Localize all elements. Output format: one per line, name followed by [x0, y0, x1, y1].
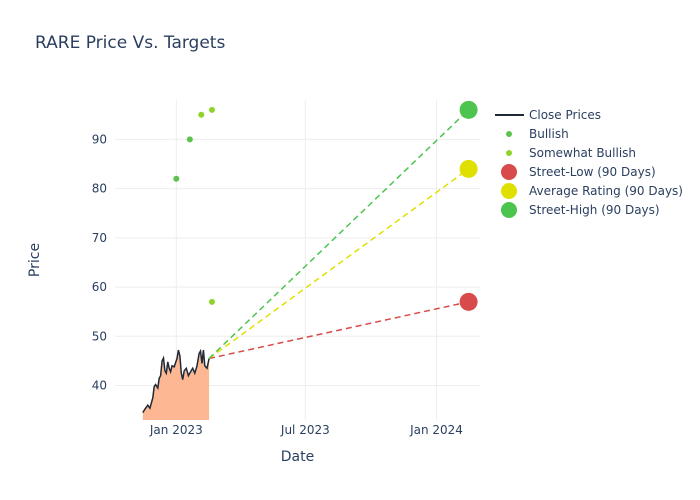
legend-label: Somewhat Bullish	[529, 146, 636, 160]
legend-label: Street-High (90 Days)	[529, 203, 660, 217]
plot-area[interactable]	[142, 100, 478, 420]
x-axis: Jan 2023 Jul 2023 Jan 2024	[149, 423, 463, 437]
y-tick-label: 90	[92, 132, 107, 146]
close-price-line[interactable]	[142, 348, 210, 413]
x-tick-label: Jan 2024	[409, 423, 463, 437]
x-tick-label: Jul 2023	[280, 423, 330, 437]
y-axis-title: Price	[27, 243, 43, 277]
legend-item: Street-High (90 Days)	[501, 202, 660, 218]
rating-marker[interactable]	[173, 175, 180, 182]
legend-dot-swatch	[506, 150, 512, 156]
legend-circle-swatch	[501, 164, 517, 180]
legend-dot-swatch	[506, 131, 512, 137]
close-price-area	[142, 350, 210, 420]
legend-item: Bullish	[506, 127, 569, 141]
y-tick-label: 50	[92, 329, 107, 343]
legend-label: Average Rating (90 Days)	[529, 184, 683, 198]
y-tick-label: 70	[92, 231, 107, 245]
legend-label: Street-Low (90 Days)	[529, 165, 656, 179]
y-tick-label: 80	[92, 182, 107, 196]
x-axis-title: Date	[281, 449, 314, 465]
y-tick-label: 40	[92, 379, 107, 393]
rating-marker[interactable]	[208, 106, 215, 113]
rating-marker[interactable]	[186, 136, 193, 143]
chart-title: RARE Price Vs. Targets	[35, 33, 226, 53]
legend-item: Average Rating (90 Days)	[501, 183, 683, 199]
legend-label: Close Prices	[529, 108, 601, 122]
target-line[interactable]	[208, 109, 470, 360]
target-marker[interactable]	[459, 100, 478, 119]
legend: Close Prices Bullish Somewhat Bullish Stree…	[495, 108, 683, 218]
x-tick-label: Jan 2023	[149, 423, 203, 437]
target-marker[interactable]	[459, 159, 478, 178]
legend-item: Somewhat Bullish	[506, 146, 636, 160]
legend-circle-swatch	[501, 202, 517, 218]
legend-label: Bullish	[529, 127, 569, 141]
y-tick-label: 60	[92, 280, 107, 294]
rating-marker[interactable]	[208, 298, 215, 305]
target-marker[interactable]	[459, 292, 478, 311]
legend-item: Close Prices	[495, 108, 601, 122]
target-line[interactable]	[208, 301, 469, 360]
legend-circle-swatch	[501, 183, 517, 199]
rating-marker[interactable]	[198, 111, 205, 118]
target-line[interactable]	[208, 168, 470, 360]
legend-item: Street-Low (90 Days)	[501, 164, 656, 180]
y-axis: 40 50 60 70 80 90	[92, 132, 107, 392]
